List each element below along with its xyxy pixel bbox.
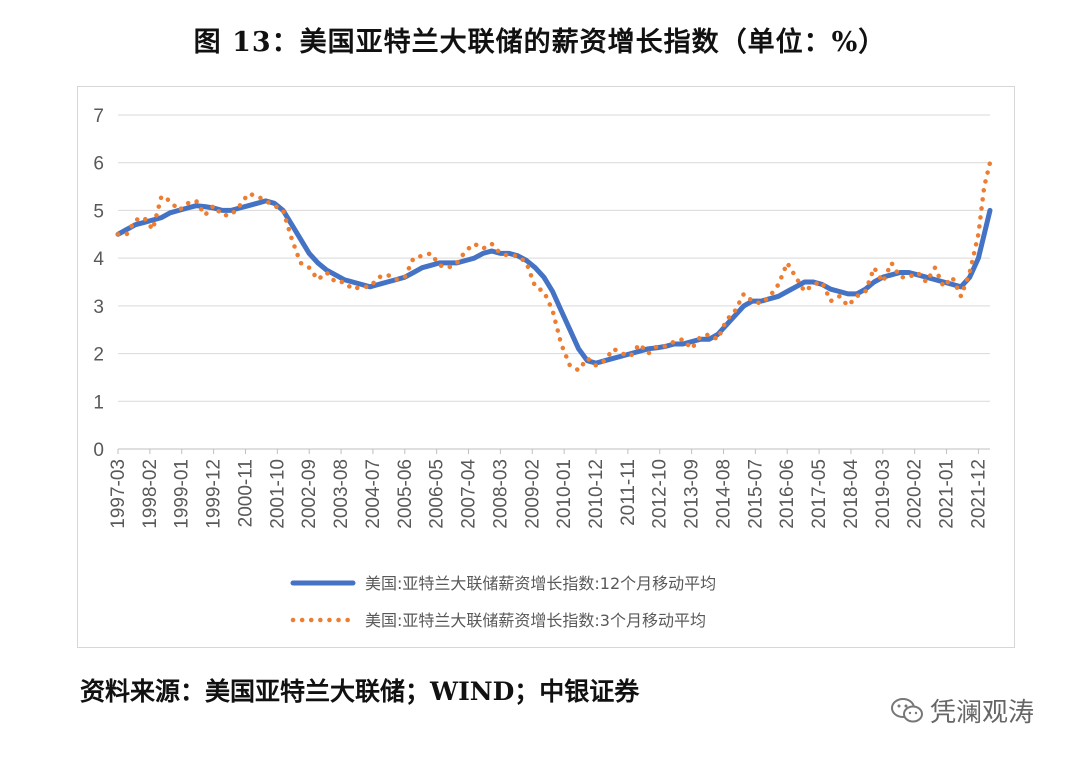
x-tick-label: 2011-11 xyxy=(618,459,639,526)
y-tick-label: 6 xyxy=(93,154,104,175)
y-tick-label: 7 xyxy=(93,106,104,127)
x-tick-label: 2008-03 xyxy=(490,459,511,529)
x-tick-label: 2020-02 xyxy=(905,459,926,529)
x-tick-label: 2010-12 xyxy=(586,459,607,529)
x-tick-label: 2006-05 xyxy=(427,459,448,529)
x-tick-label: 2003-08 xyxy=(331,459,352,529)
y-tick-label: 2 xyxy=(93,345,104,366)
x-tick-label: 2016-06 xyxy=(777,459,798,529)
x-tick-label: 1999-12 xyxy=(204,459,225,529)
legend-label: 美国:亚特兰大联储薪资增长指数:3个月移动平均 xyxy=(365,611,706,630)
series-line-3m-average xyxy=(115,160,993,373)
x-tick-label: 1999-01 xyxy=(172,459,193,529)
y-tick-label: 3 xyxy=(93,297,104,318)
x-tick-label: 2004-07 xyxy=(363,459,384,529)
x-tick-label: 2014-08 xyxy=(713,459,734,529)
legend-label: 美国:亚特兰大联储薪资增长指数:12个月移动平均 xyxy=(365,574,716,593)
x-tick-label: 2007-04 xyxy=(459,459,480,529)
x-tick-label: 2002-09 xyxy=(299,459,320,529)
x-tick-label: 2009-02 xyxy=(522,459,543,529)
x-tick-label: 2001-10 xyxy=(267,459,288,529)
watermark-text: 凭澜观涛 xyxy=(930,698,1035,728)
x-tick-label: 2021-01 xyxy=(937,459,958,529)
x-tick-label: 2005-06 xyxy=(395,459,416,529)
y-tick-label: 4 xyxy=(93,249,104,270)
x-tick-label: 2000-11 xyxy=(235,459,256,527)
series-line-12m-average xyxy=(115,198,993,366)
x-tick-label: 2017-05 xyxy=(809,459,830,529)
y-tick-label: 1 xyxy=(93,392,104,413)
wechat-icon xyxy=(891,697,923,722)
x-tick-label: 1998-02 xyxy=(140,459,161,529)
x-tick-label: 2012-10 xyxy=(650,459,671,529)
x-tick-label: 2013-09 xyxy=(682,459,703,529)
chart-frame xyxy=(77,86,1015,648)
chart-title: 图 13：美国亚特兰大联储的薪资增长指数（单位：%） xyxy=(193,27,887,58)
watermark: 凭澜观涛 xyxy=(890,692,1034,729)
y-tick-label: 0 xyxy=(93,440,104,461)
source-note: 资料来源：美国亚特兰大联储；WIND；中银证券 xyxy=(80,677,640,706)
x-tick-label: 2010-01 xyxy=(554,459,575,529)
x-tick-label: 2015-07 xyxy=(745,459,766,529)
x-tick-label: 2018-04 xyxy=(841,459,862,529)
y-tick-label: 5 xyxy=(93,201,104,222)
x-tick-label: 1997-03 xyxy=(108,459,129,529)
x-tick-label: 2021-12 xyxy=(968,459,989,529)
x-tick-label: 2019-03 xyxy=(873,459,894,529)
